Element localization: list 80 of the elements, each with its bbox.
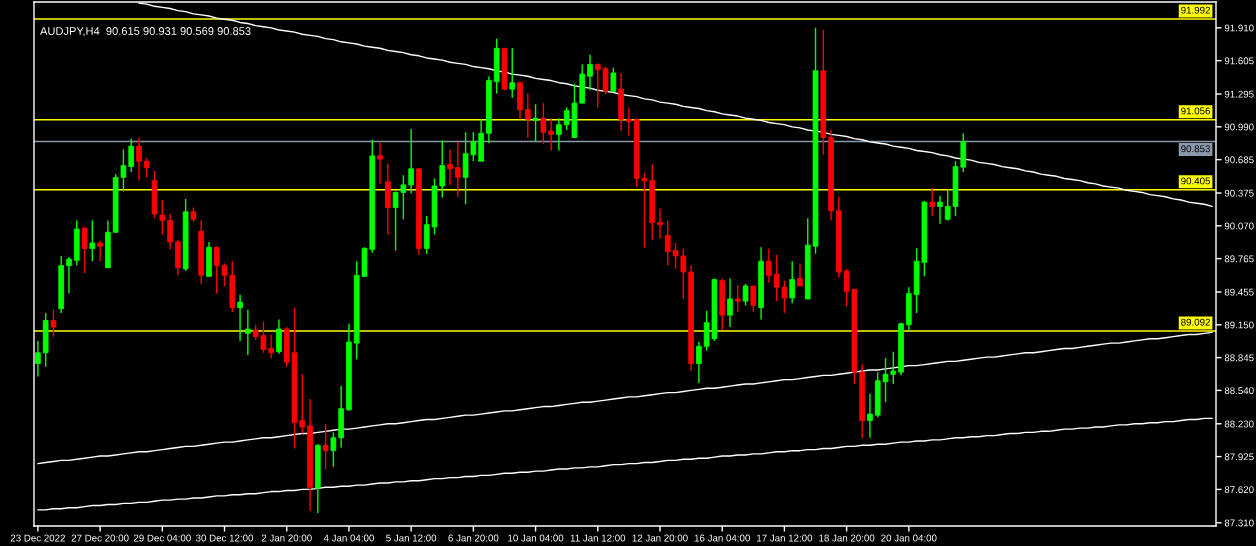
line-series	[37, 417, 1213, 511]
candlestick	[532, 103, 539, 143]
text: AUDJPY,H4 90.615 90.931 90.569 90.853	[40, 27, 251, 37]
candlestick	[237, 293, 243, 342]
candlestick	[167, 213, 173, 251]
y-tick-label: 90.375	[1224, 189, 1254, 197]
candlestick	[797, 262, 803, 287]
candlestick	[330, 431, 337, 468]
y-tick-label: 91.605	[1224, 57, 1254, 65]
x-tick-label: 12 Jan 20:00	[632, 534, 688, 542]
y-tick-label: 90.685	[1224, 156, 1254, 164]
candlestick	[727, 277, 733, 328]
y-tick-label: 87.925	[1224, 453, 1254, 461]
candlestick	[268, 333, 275, 359]
candlestick	[556, 117, 562, 152]
candlestick	[742, 283, 749, 307]
x-tick-label: 10 Jan 04:00	[508, 534, 564, 542]
y-tick-label: 91.910	[1224, 24, 1254, 32]
candlestick	[626, 106, 632, 137]
candlestick	[81, 227, 88, 274]
candlestick	[322, 423, 329, 470]
y-tick-label: 87.620	[1224, 486, 1254, 494]
candlestick	[587, 54, 593, 91]
y-tick-label: 90.990	[1224, 123, 1254, 131]
candlestick	[789, 260, 796, 304]
candlestick	[377, 142, 383, 185]
candlestick	[136, 136, 142, 182]
candlestick	[610, 66, 617, 93]
candlestick	[657, 207, 663, 240]
candlestick	[245, 309, 251, 356]
x-tick-label: 6 Jan 20:00	[448, 534, 499, 542]
ref-line-label: 91.056	[1181, 107, 1211, 115]
candlestick	[66, 256, 72, 295]
ref-line-label: 90.405	[1181, 177, 1211, 185]
x-tick-label: 29 Dec 04:00	[133, 534, 191, 542]
candlestick	[734, 284, 741, 313]
candlestick	[524, 92, 531, 139]
candlestick	[50, 309, 57, 338]
y-tick-label: 88.845	[1224, 354, 1254, 362]
candlestick	[750, 285, 757, 313]
candlestick	[276, 318, 282, 355]
x-tick-label: 5 Jan 12:00	[386, 534, 437, 542]
y-tick-label: 87.310	[1224, 519, 1254, 527]
x-tick-label: 2 Jan 20:00	[261, 534, 312, 542]
x-tick-label: 20 Jan 04:00	[881, 534, 937, 542]
candlestick	[97, 240, 103, 263]
ref-line-label: 90.853	[1181, 145, 1211, 153]
y-tick-label: 89.455	[1224, 288, 1254, 296]
x-tick-label: 30 Dec 12:00	[195, 534, 254, 542]
line-series	[37, 331, 1213, 465]
x-tick-label: 27 Dec 20:00	[71, 534, 129, 542]
candlestick	[548, 117, 554, 152]
x-tick-label: 17 Jan 12:00	[757, 534, 813, 542]
y-tick-label: 88.540	[1224, 387, 1254, 395]
candlestick	[447, 148, 453, 186]
x-tick-label: 18 Jan 20:00	[819, 534, 875, 542]
ref-line-label: 89.092	[1181, 318, 1210, 326]
candlestick	[454, 141, 461, 198]
x-tick-label: 23 Dec 2022	[10, 534, 65, 542]
candlestick	[540, 102, 547, 145]
candlestick	[509, 47, 516, 99]
candlestick	[766, 247, 772, 284]
x-tick-label: 4 Jan 04:00	[323, 534, 374, 542]
candlestick	[696, 341, 702, 384]
y-tick-label: 89.150	[1224, 321, 1254, 329]
y-tick-label: 88.230	[1224, 420, 1254, 428]
x-tick-label: 11 Jan 12:00	[570, 534, 626, 542]
candlestick	[35, 340, 41, 378]
y-tick-label: 91.295	[1224, 90, 1254, 98]
candlestick	[143, 157, 150, 179]
candlestick	[128, 137, 135, 173]
y-tick-label: 90.070	[1224, 222, 1254, 230]
candlestick	[929, 187, 935, 217]
y-tick-label: 89.765	[1224, 255, 1254, 263]
candlestick	[937, 194, 943, 225]
candlestick	[408, 128, 414, 195]
ref-line-label: 91.992	[1181, 6, 1210, 14]
candlestick	[89, 219, 96, 263]
x-tick-label: 16 Jan 04:00	[694, 534, 750, 542]
candlestick	[867, 392, 873, 439]
